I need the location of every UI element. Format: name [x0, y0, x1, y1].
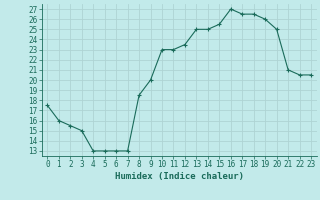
X-axis label: Humidex (Indice chaleur): Humidex (Indice chaleur): [115, 172, 244, 181]
